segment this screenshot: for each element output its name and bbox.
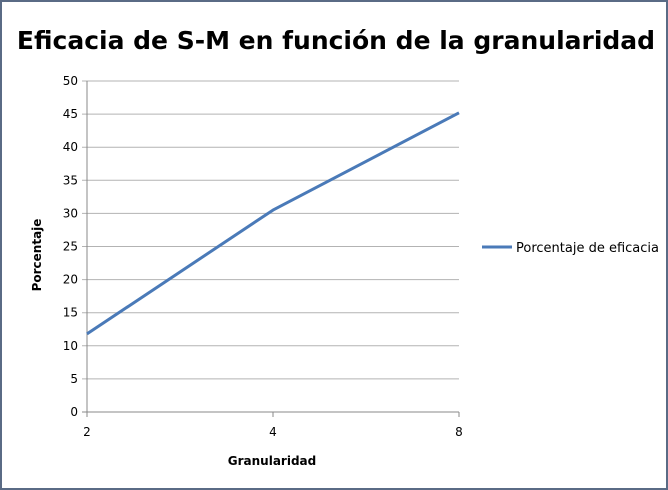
y-tick-label: 25 (63, 240, 78, 254)
x-tick-label: 8 (455, 425, 463, 439)
chart-title: Eficacia de S-M en función de la granula… (17, 26, 655, 55)
y-tick-label: 20 (63, 273, 78, 287)
x-tick-label: 2 (83, 425, 91, 439)
y-tick-label: 0 (70, 405, 78, 419)
y-tick-label: 30 (63, 206, 78, 220)
y-tick-label: 5 (70, 372, 78, 386)
x-tick-label: 4 (269, 425, 277, 439)
y-tick-label: 45 (63, 107, 78, 121)
legend: Porcentaje de eficacia (482, 241, 659, 256)
y-tick-label: 35 (63, 173, 78, 187)
y-tick-label: 15 (63, 306, 78, 320)
y-axis-label: Porcentaje (30, 219, 44, 292)
y-tick-label: 50 (63, 74, 78, 88)
y-tick-label: 10 (63, 339, 78, 353)
legend-label: Porcentaje de eficacia (516, 241, 659, 256)
x-axis-label: Granularidad (228, 454, 316, 468)
series-line-porcentaje-de-eficacia (86, 111, 460, 336)
gridlines (82, 80, 459, 413)
y-tick-label: 40 (63, 140, 78, 154)
x-axis-ticks: 2 4 8 (83, 412, 463, 439)
y-axis-ticks: 0 5 10 15 20 25 30 35 40 45 50 (63, 74, 78, 419)
series-lines (86, 111, 460, 336)
